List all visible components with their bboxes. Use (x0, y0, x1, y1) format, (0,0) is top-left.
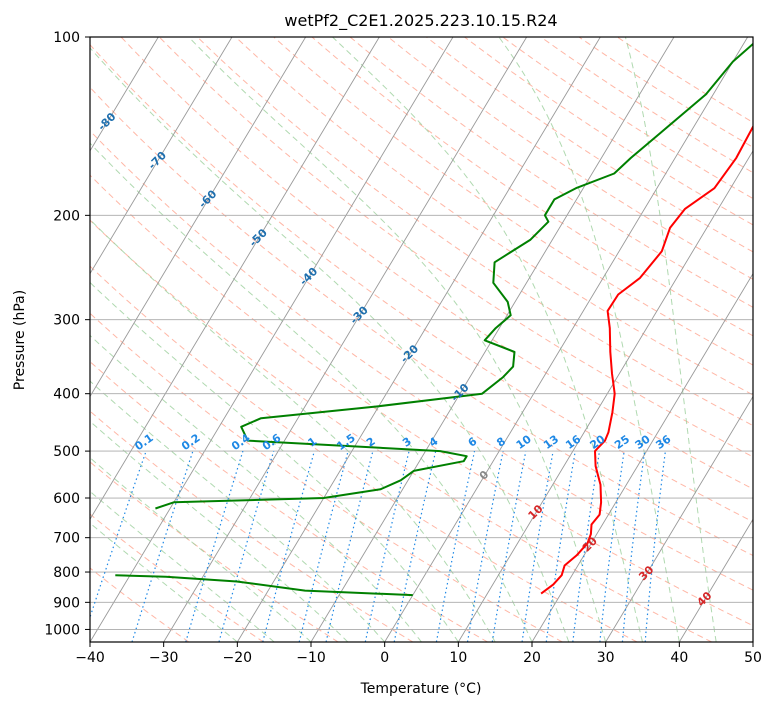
y-tick-label: 1000 (44, 622, 80, 638)
moist-adiabat (188, 37, 607, 642)
moist-adiabat (90, 420, 349, 642)
isotherm-line (90, 37, 159, 152)
background-lines (0, 37, 753, 642)
y-axis: 100 200 300 400 500 600 700 800 900 1000 (44, 30, 90, 638)
dry-adiabat (235, 37, 753, 396)
x-tick-label: −10 (296, 650, 326, 666)
x-tick-label: 30 (597, 650, 615, 666)
mixing-ratio-line (435, 450, 476, 642)
x-tick-label: 50 (744, 650, 762, 666)
moist-adiabat (90, 47, 570, 642)
y-tick-label: 500 (53, 444, 80, 460)
isotherm-line (310, 37, 675, 642)
moist-adiabat (90, 142, 533, 642)
isotherm-line (236, 37, 601, 642)
x-tick-label: 20 (523, 650, 541, 666)
chart-title: wetPf2_C2E1.2025.223.10.15.R24 (284, 11, 557, 31)
y-tick-label: 300 (53, 313, 80, 329)
x-tick-label: 0 (380, 650, 389, 666)
mixing-ratio-line (621, 451, 646, 642)
mixing-ratio-line (185, 450, 244, 642)
isotherm-line (90, 37, 233, 275)
isotherm-line (90, 37, 454, 642)
mixing-ratio-line (599, 451, 625, 642)
x-tick-label: 10 (449, 650, 467, 666)
y-tick-label: 400 (53, 387, 80, 403)
dry-adiabat (273, 37, 753, 366)
isotherm-line (605, 395, 753, 642)
isotherm-line (163, 37, 528, 642)
y-tick-label: 100 (53, 30, 80, 46)
x-tick-label: −20 (223, 650, 253, 666)
isotherm-line (90, 37, 380, 521)
y-axis-label: Pressure (hPa) (12, 290, 28, 390)
mixing-ratio-line (572, 451, 601, 642)
dry-adiabat (90, 265, 638, 642)
dry-adiabat (158, 37, 753, 458)
x-tick-label: −40 (75, 650, 105, 666)
isotherm-label: -90 (45, 71, 68, 94)
isotherm-line (531, 272, 753, 642)
mixing-ratio-line (325, 450, 374, 642)
dry-adiabat (197, 37, 753, 427)
dry-adiabat (90, 513, 264, 642)
y-tick-label: 900 (53, 595, 80, 611)
dry-adiabat (90, 86, 753, 557)
mixing-ratio-line (364, 450, 410, 642)
x-axis: −40 −30 −20 −10 0 10 20 30 40 50 (75, 642, 762, 666)
dry-adiabat (90, 219, 712, 642)
mixing-ratio-line (131, 450, 194, 642)
plot-background (90, 37, 753, 642)
mixing-ratio-line (90, 450, 147, 620)
dry-adiabat (90, 130, 753, 591)
mixing-ratio-line (644, 451, 666, 642)
dry-adiabat (90, 174, 753, 627)
moist-adiabat (498, 37, 680, 642)
mixing-ratio-line (491, 450, 527, 642)
isotherm-line (678, 518, 753, 642)
mixing-ratio-line (521, 450, 554, 642)
profile-lines (115, 42, 753, 597)
mixing-ratio-line (545, 451, 576, 642)
surface-dewpoint-profile (115, 574, 413, 597)
isotherm-label: -100 (0, 30, 21, 59)
dry-adiabat (349, 37, 753, 308)
y-tick-label: 800 (53, 565, 80, 581)
isotherm-line (90, 37, 307, 398)
moist-adiabat (90, 334, 422, 642)
mixing-ratio-line (393, 450, 437, 642)
y-tick-label: 700 (53, 531, 80, 547)
isotherm-line (0, 37, 11, 642)
dry-adiabat (90, 44, 753, 523)
moist-adiabat (90, 281, 459, 642)
isotherm-line (384, 37, 749, 642)
dewpoint-profile (155, 42, 753, 510)
isotherm-line (752, 641, 753, 642)
moist-adiabat (624, 37, 717, 642)
moist-adiabat (90, 380, 386, 642)
mixing-ratio-line (262, 450, 315, 642)
mixing-ratio-line (466, 450, 504, 642)
moist-adiabat (332, 37, 643, 642)
y-tick-label: 200 (53, 208, 80, 224)
dry-adiabat (311, 37, 753, 337)
y-tick-label: 600 (53, 491, 80, 507)
x-tick-label: 40 (670, 650, 688, 666)
plot-frame (89, 36, 754, 643)
mixing-ratio-line (218, 450, 275, 642)
x-axis-label: Temperature (°C) (360, 681, 482, 697)
dry-adiabat (90, 410, 414, 642)
x-tick-label: −30 (149, 650, 179, 666)
isotherm-line (457, 150, 753, 642)
mixing-ratio-line (298, 450, 349, 642)
temperature-profile (540, 124, 753, 595)
dry-adiabat (120, 37, 753, 490)
